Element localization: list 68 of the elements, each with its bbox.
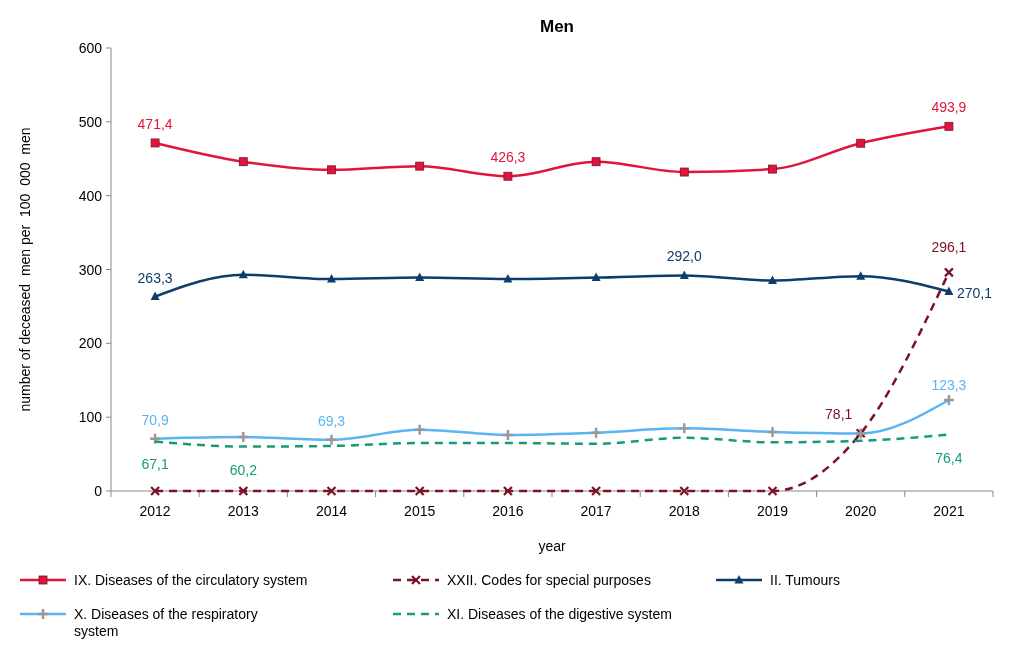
point: [679, 485, 690, 497]
data-label: 123,3: [931, 376, 967, 393]
legend-label: XI. Diseases of the digestive system: [447, 606, 672, 622]
y-tick-label: 0: [94, 483, 103, 499]
legend-label: IX. Diseases of the circulatory system: [74, 572, 308, 588]
legend-label: XXII. Codes for special purposes: [447, 572, 651, 588]
point: [591, 272, 601, 282]
point: [679, 167, 689, 177]
data-label: 270,1: [956, 284, 993, 301]
data-label: 493,9: [931, 99, 967, 116]
data-label: 471,4: [137, 115, 173, 132]
y-tick-label: 600: [78, 40, 103, 56]
data-label: 263,3: [137, 269, 173, 286]
point: [944, 121, 954, 131]
x-tick-label: 2019: [756, 503, 789, 519]
y-axis-title: number of deceased men per 100 000 men: [17, 127, 33, 412]
point: [150, 138, 160, 148]
x-tick-label: 2017: [580, 503, 612, 519]
point: [503, 171, 513, 181]
point: [856, 138, 866, 148]
data-label: 69,3: [317, 412, 346, 429]
point: [415, 272, 425, 282]
x-tick-label: 2014: [315, 503, 348, 519]
x-axis-title: year: [538, 538, 566, 554]
point: [856, 271, 866, 280]
data-label: 296,1: [931, 239, 967, 256]
x-tick-label: 2021: [933, 503, 965, 519]
point: [767, 485, 778, 497]
point: [326, 485, 337, 497]
point: [944, 286, 954, 296]
point: [238, 269, 248, 279]
y-tick-label: 500: [78, 113, 103, 130]
chart-title: Men: [540, 17, 574, 36]
point: [591, 485, 602, 497]
x-tick-label: 2015: [404, 503, 436, 519]
data-label: 60,2: [229, 461, 258, 478]
y-tick-label: 400: [78, 187, 103, 204]
legend-label: II. Tumours: [770, 572, 841, 588]
x-tick-label: 2016: [492, 503, 524, 519]
point: [679, 270, 689, 279]
point: [768, 275, 777, 285]
point: [768, 164, 777, 174]
point: [238, 485, 249, 497]
x-tick-label: 2020: [845, 503, 877, 519]
x-tick-label: 2012: [139, 503, 171, 519]
point: [502, 485, 513, 497]
y-tick-label: 100: [78, 409, 103, 426]
point: [327, 274, 336, 283]
point: [503, 274, 513, 283]
point: [327, 165, 336, 175]
point: [150, 291, 160, 301]
data-label: 76,4: [935, 449, 963, 466]
data-label: 67,1: [141, 456, 169, 473]
point: [591, 157, 601, 167]
point: [414, 485, 425, 497]
x-tick-label: 2018: [668, 503, 701, 519]
legend-label: X. Diseases of the respiratory system: [74, 606, 258, 639]
data-label: 70,9: [141, 411, 169, 428]
point: [150, 485, 161, 497]
point: [415, 161, 425, 171]
data-label: 426,3: [490, 149, 526, 166]
y-tick-label: 300: [78, 261, 103, 278]
data-label: 292,0: [666, 248, 703, 265]
point: [238, 157, 248, 167]
point: [943, 267, 954, 278]
data-label: 78,1: [825, 406, 853, 423]
x-tick-label: 2013: [227, 503, 260, 519]
y-tick-label: 200: [78, 335, 103, 352]
